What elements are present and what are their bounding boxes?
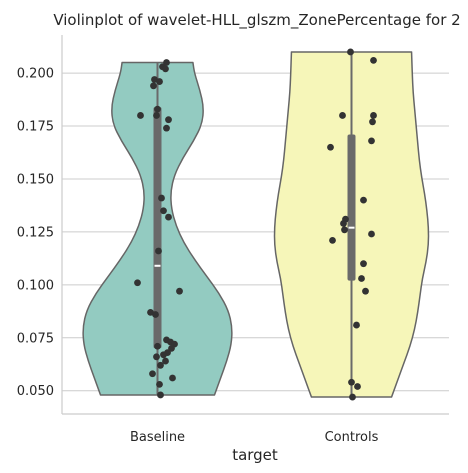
data-point <box>152 311 159 318</box>
data-point <box>155 247 162 255</box>
data-point <box>169 374 176 382</box>
data-point <box>156 380 163 388</box>
y-tick-label: 0.175 <box>17 120 54 135</box>
y-tick-label: 0.075 <box>17 331 54 346</box>
data-point <box>154 342 161 350</box>
data-point <box>163 124 170 132</box>
data-point <box>329 236 336 244</box>
data-point <box>368 137 375 145</box>
data-point <box>134 279 141 287</box>
y-tick-label: 0.200 <box>17 67 54 82</box>
data-point <box>360 196 367 204</box>
plot-area: 0.050 0.075 0.100 0.125 0.150 0.175 0.200 Basel… <box>17 35 449 445</box>
data-point <box>349 393 356 401</box>
data-point <box>153 112 160 119</box>
data-point <box>163 59 170 66</box>
data-point <box>157 391 164 399</box>
data-point <box>156 78 163 85</box>
data-point <box>327 143 334 151</box>
data-point <box>154 105 161 113</box>
data-point <box>162 65 169 73</box>
x-axis-label: target <box>232 446 278 464</box>
y-tick-label: 0.100 <box>17 278 54 293</box>
data-point <box>153 353 160 361</box>
data-point <box>341 226 348 234</box>
data-point <box>347 48 354 56</box>
y-tick-label: 0.150 <box>17 172 54 187</box>
data-point <box>158 194 165 202</box>
data-point <box>165 116 172 124</box>
data-point <box>168 344 175 352</box>
data-point <box>354 383 361 390</box>
data-point <box>368 230 375 238</box>
iqr-box-controls <box>347 134 356 281</box>
data-point <box>362 287 369 295</box>
x-tick-label: Controls <box>325 430 379 445</box>
data-point <box>165 213 172 221</box>
data-point <box>369 118 376 126</box>
data-point <box>150 82 157 90</box>
data-point <box>360 260 367 268</box>
data-point <box>149 370 156 378</box>
chart-title: Violinplot of wavelet-HLL_glszm_ZonePerc… <box>53 11 460 30</box>
data-point <box>358 275 365 282</box>
y-tick-label: 0.125 <box>17 225 54 240</box>
data-point <box>137 112 144 119</box>
data-point <box>370 112 377 119</box>
data-point <box>353 321 360 329</box>
x-tick-label: Baseline <box>130 430 185 445</box>
data-point <box>176 287 183 295</box>
y-tick-label: 0.050 <box>17 384 54 399</box>
data-point <box>370 57 377 64</box>
data-point <box>160 351 167 359</box>
data-point <box>348 378 355 386</box>
data-point <box>340 220 347 227</box>
data-point <box>339 112 346 119</box>
data-point <box>160 207 167 215</box>
data-point <box>162 357 169 365</box>
iqr-box-baseline <box>153 106 162 349</box>
data-point <box>157 361 164 369</box>
